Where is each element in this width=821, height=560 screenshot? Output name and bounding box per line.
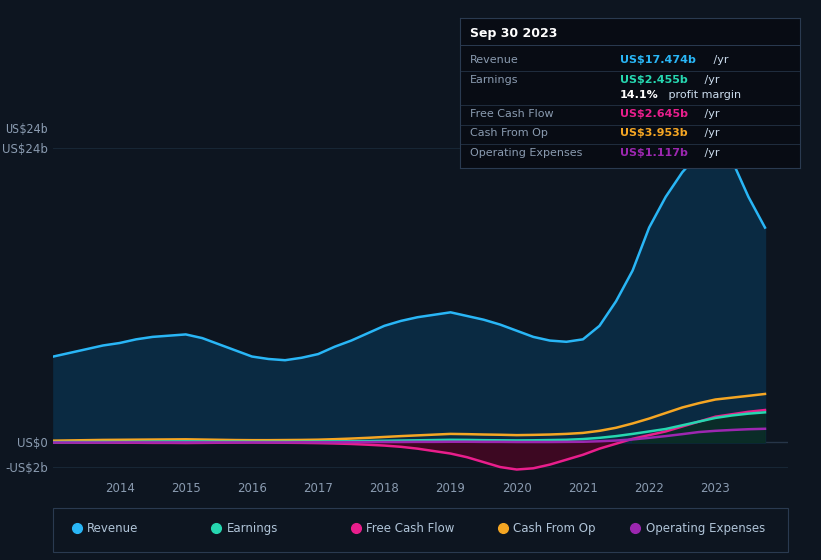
Text: US$2.455b: US$2.455b — [620, 74, 687, 85]
Text: US$1.117b: US$1.117b — [620, 148, 688, 158]
Text: US$2.645b: US$2.645b — [620, 109, 688, 119]
Text: Revenue: Revenue — [87, 522, 139, 535]
Text: Sep 30 2023: Sep 30 2023 — [470, 27, 557, 40]
Text: 14.1%: 14.1% — [620, 90, 658, 100]
Text: Operating Expenses: Operating Expenses — [645, 522, 765, 535]
Text: Cash From Op: Cash From Op — [470, 128, 548, 138]
Text: US$24b: US$24b — [6, 123, 48, 136]
Text: Free Cash Flow: Free Cash Flow — [366, 522, 455, 535]
Text: /yr: /yr — [700, 109, 719, 119]
Text: Earnings: Earnings — [470, 74, 519, 85]
Text: Earnings: Earnings — [227, 522, 278, 535]
Text: /yr: /yr — [700, 74, 719, 85]
Text: Revenue: Revenue — [470, 55, 519, 65]
Text: US$17.474b: US$17.474b — [620, 55, 695, 65]
Text: Cash From Op: Cash From Op — [513, 522, 596, 535]
Text: Free Cash Flow: Free Cash Flow — [470, 109, 554, 119]
Text: /yr: /yr — [700, 148, 719, 158]
Text: US$3.953b: US$3.953b — [620, 128, 687, 138]
Text: profit margin: profit margin — [665, 90, 741, 100]
Text: Operating Expenses: Operating Expenses — [470, 148, 583, 158]
Text: /yr: /yr — [700, 128, 719, 138]
Text: /yr: /yr — [709, 55, 728, 65]
